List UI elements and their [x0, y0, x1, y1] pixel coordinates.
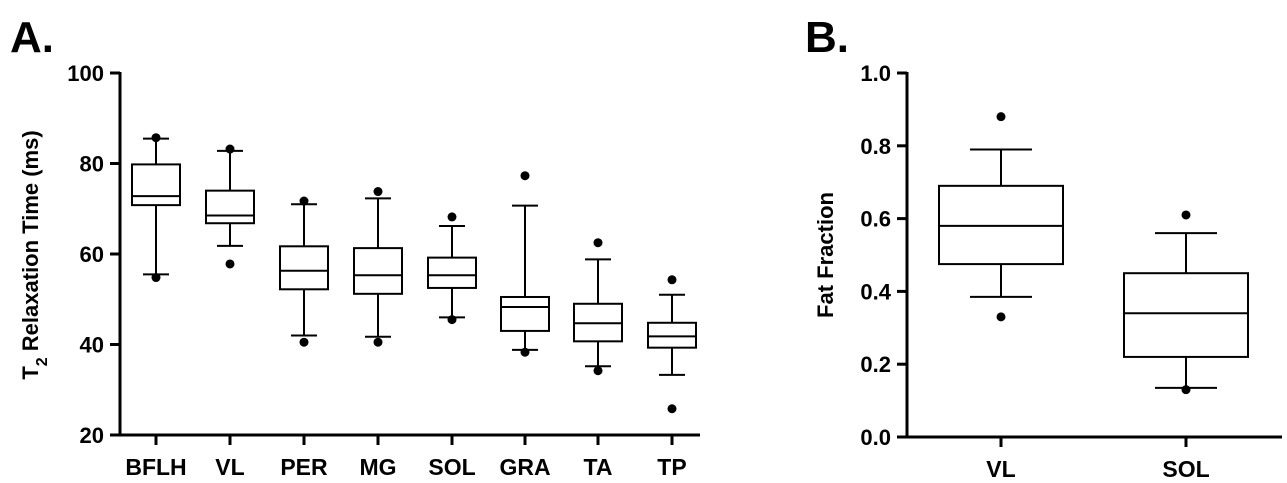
panel-a-outlier-point — [151, 273, 161, 283]
panel-a-y-tick-label: 20 — [80, 423, 104, 448]
panel-a-x-tick-label: TP — [657, 454, 686, 480]
panel-b-x-tick-label: SOL — [1162, 456, 1209, 482]
panel-b-outlier-point — [1181, 210, 1191, 220]
panel-a-x-tick-label: SOL — [428, 454, 475, 480]
panel-a-outlier-point — [593, 238, 603, 248]
panel-a-box-vl — [205, 189, 255, 225]
panel-a-box-sol — [427, 256, 477, 289]
panel-a-y-tick-label: 40 — [80, 333, 104, 358]
panel-a-box-gra — [500, 295, 550, 332]
panel-b-outlier-point — [1181, 385, 1191, 395]
panel-b-y-axis-title: Fat Fraction — [813, 192, 838, 318]
panel-a-y-tick-label: 80 — [80, 152, 104, 177]
panel-a-outlier-point — [520, 347, 530, 357]
panel-b-x-tick-label: VL — [986, 456, 1015, 482]
panel-a-x-tick-label: GRA — [499, 454, 550, 480]
panel-a-outlier-point — [667, 275, 677, 285]
panel-b-box-sol — [1123, 272, 1249, 358]
panel-b-outlier-point — [996, 112, 1006, 122]
panel-a-outlier-point — [447, 212, 457, 222]
panel-a-x-tick-label: TA — [584, 454, 613, 480]
panel-b-plot: 0.0 0.2 0.4 0.6 0.8 1.0 VL SOL — [860, 61, 1282, 482]
panel-a-outlier-point — [593, 366, 603, 376]
panel-b-y-tick-label: 0.8 — [860, 134, 891, 159]
panel-a-x-tick-label: PER — [280, 454, 328, 480]
panel-b-label: B. — [805, 13, 849, 62]
panel-a-y-tick-label: 60 — [80, 242, 104, 267]
panel-a-outlier-point — [151, 133, 161, 143]
panel-a-outlier-point — [299, 196, 309, 206]
panel-a-outlier-point — [225, 144, 235, 154]
panel-a-outlier-point — [225, 259, 235, 269]
panel-a-outlier-point — [520, 171, 530, 181]
panel-a-outlier-point — [373, 337, 383, 347]
panel-b-outlier-point — [996, 312, 1006, 322]
panel-a-x-tick-label: VL — [215, 454, 244, 480]
panel-a-x-tick-label: BFLH — [125, 454, 186, 480]
panel-a-y-axis-title: T2 Relaxation Time (ms) — [18, 130, 51, 379]
panel-b-y-tick-label: 0.4 — [860, 279, 891, 304]
panel-a-outlier-point — [447, 315, 457, 325]
panel-b-y-tick-label: 0.2 — [860, 352, 891, 377]
panel-b-y-tick-label: 0.0 — [860, 425, 891, 450]
panel-a-label: A. — [10, 13, 54, 62]
panel-a-outlier-point — [373, 187, 383, 197]
panel-a-outlier-point — [667, 404, 677, 414]
panel-a-box-bflh — [131, 163, 181, 207]
panel-a-outlier-point — [299, 337, 309, 347]
panel-b-y-tick-label: 1.0 — [860, 61, 891, 86]
panel-b-y-tick-label: 0.6 — [860, 207, 891, 232]
panel-a-x-tick-label: MG — [359, 454, 396, 480]
panel-a-box-tp — [647, 321, 697, 349]
panel-a-y-tick-label: 100 — [67, 61, 104, 86]
panel-a-plot: 20 40 60 80 100 BFLH VL PER MG SOL GRA TA TP — [67, 61, 700, 480]
panel-a-box-mg — [353, 247, 403, 295]
panel-a-box-per — [279, 245, 329, 291]
